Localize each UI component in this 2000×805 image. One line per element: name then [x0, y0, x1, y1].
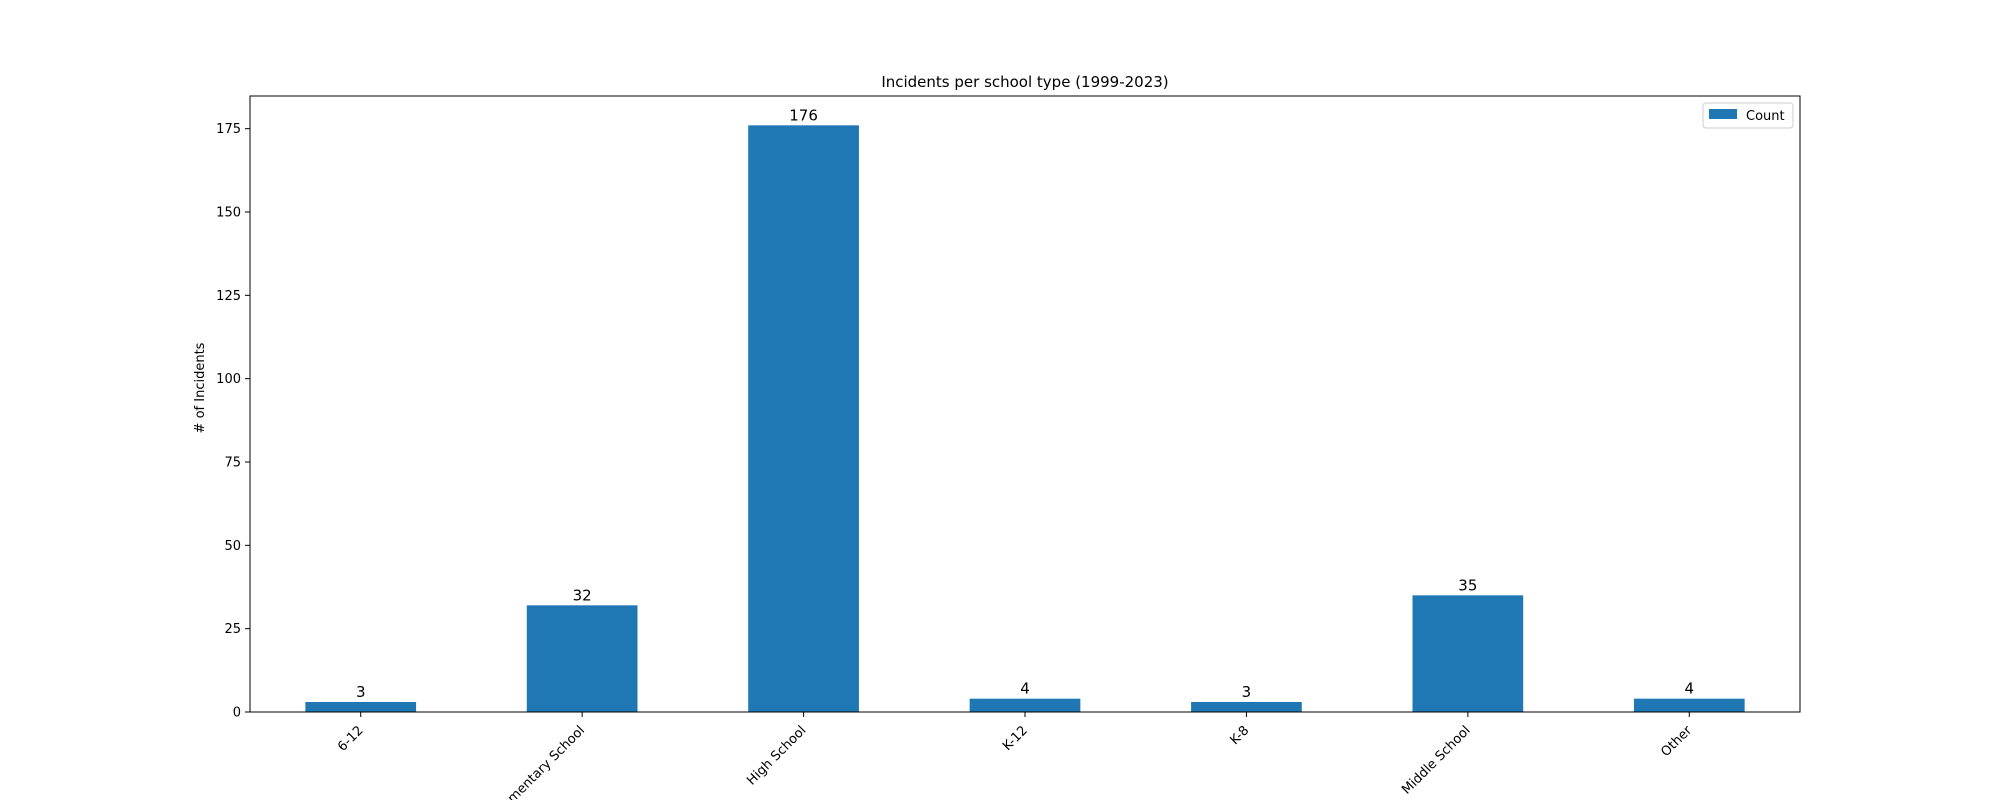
bar [526, 605, 638, 712]
bar [1412, 595, 1524, 712]
bar-value-label: 176 [789, 106, 818, 124]
chart-title: Incidents per school type (1999-2023) [881, 73, 1168, 91]
bar-value-label: 3 [1242, 683, 1252, 701]
y-tick-label: 175 [216, 122, 241, 137]
bar [748, 125, 859, 713]
y-tick-label: 50 [224, 539, 241, 554]
bar [1191, 702, 1302, 712]
y-tick-label: 150 [216, 206, 241, 221]
y-tick-label: 125 [216, 289, 241, 304]
axes-frame [249, 95, 1801, 713]
legend-label: Count [1746, 109, 1785, 124]
legend: Count [1702, 102, 1794, 129]
y-tick-label: 25 [224, 622, 241, 637]
y-tick-label: 75 [224, 456, 241, 471]
bar [969, 698, 1081, 712]
bar-value-label: 3 [356, 683, 366, 701]
bar [1633, 698, 1745, 712]
bar-value-label: 35 [1458, 576, 1477, 594]
legend-swatch [1709, 109, 1737, 119]
bar [305, 702, 417, 712]
bar-value-label: 4 [1020, 680, 1030, 698]
y-tick-label: 100 [216, 372, 241, 387]
bar-value-label: 32 [573, 586, 592, 604]
bar-value-label: 4 [1685, 680, 1695, 698]
y-axis-label: # of Incidents [193, 342, 208, 433]
y-tick-label: 0 [233, 706, 241, 721]
